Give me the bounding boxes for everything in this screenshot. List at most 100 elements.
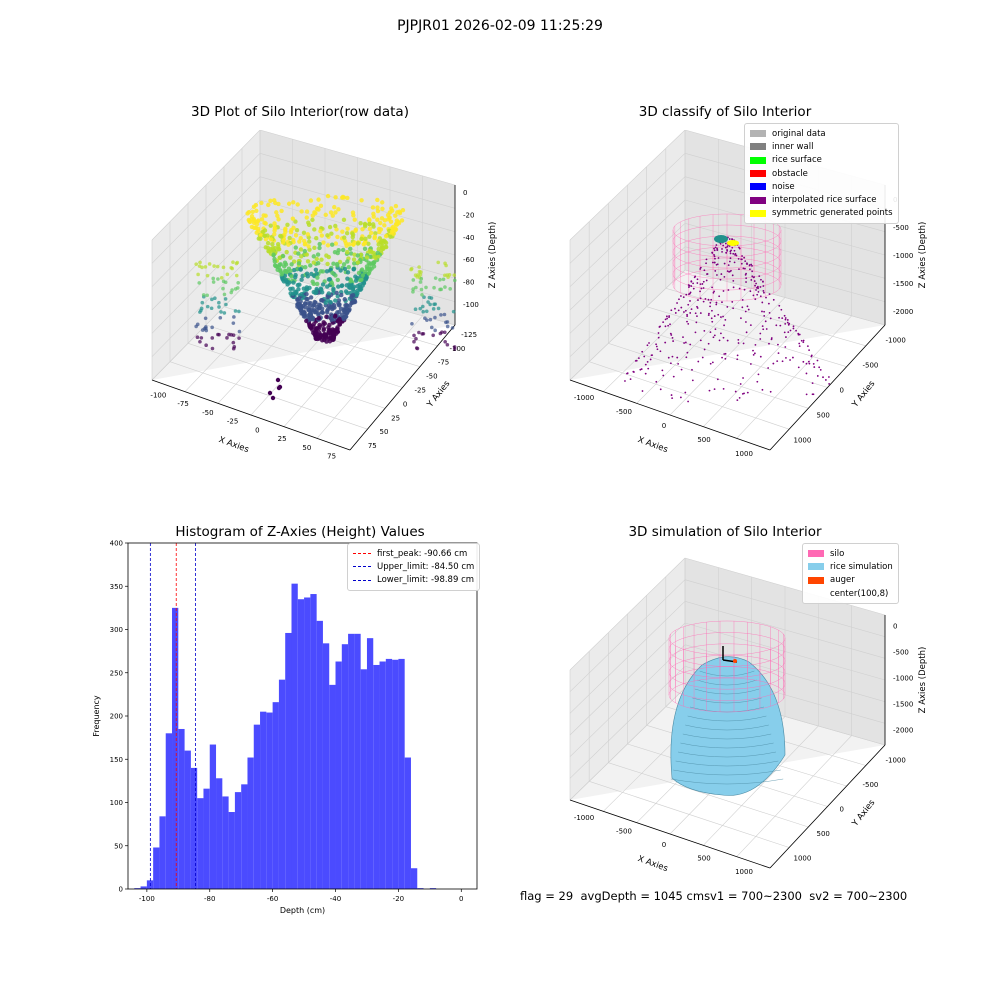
surface-point [784, 322, 787, 325]
data-point [372, 234, 378, 239]
data-point [262, 228, 268, 233]
legend-label: original data [772, 128, 826, 139]
data-point [330, 242, 335, 247]
data-point [303, 265, 308, 270]
data-point [375, 205, 380, 210]
data-point [444, 320, 448, 325]
data-point [317, 324, 322, 329]
data-point [359, 198, 364, 203]
surface-point [677, 309, 680, 312]
data-point [315, 275, 320, 280]
data-point [276, 385, 282, 391]
surface-point [716, 378, 719, 381]
data-point [362, 224, 368, 229]
z-tick-label: -1000 [893, 252, 913, 260]
data-point [360, 273, 366, 278]
surface-point [784, 346, 787, 348]
surface-point [709, 301, 712, 304]
surface-point [641, 390, 644, 392]
histogram-bar [272, 702, 279, 889]
surface-point [657, 332, 660, 334]
surface-point [644, 363, 647, 366]
surface-point [633, 371, 635, 373]
data-point [333, 223, 338, 229]
data-point [289, 274, 294, 279]
z-axis-label: Z Axies (Depth) [918, 222, 928, 289]
surface-point [699, 268, 702, 270]
histogram-bar [209, 744, 217, 889]
data-point [298, 267, 303, 272]
data-point [259, 200, 264, 206]
grid-line [569, 579, 686, 692]
data-point [432, 302, 436, 307]
data-point [263, 236, 269, 242]
y-tick-label: -100 [450, 345, 466, 353]
y-tick-label: 0 [403, 400, 407, 408]
data-point [211, 276, 216, 281]
histogram-bar [241, 784, 248, 889]
legend-swatch [750, 209, 766, 217]
data-point [293, 289, 298, 294]
data-point [443, 330, 447, 335]
histogram-bar [266, 712, 273, 889]
legend-item: interpolated rice surface [750, 193, 893, 206]
data-point [348, 279, 353, 284]
data-point [411, 287, 415, 291]
surface-point [723, 353, 726, 355]
data-point [362, 246, 368, 251]
x-tick-label: -60 [267, 895, 278, 903]
legend-swatch [750, 170, 766, 178]
status-sv2: sv2 = 700~2300 [809, 889, 908, 903]
data-point [195, 322, 200, 327]
surface-point [808, 349, 810, 351]
data-point [373, 231, 378, 236]
histogram-bar [253, 724, 261, 889]
surface-point [746, 305, 749, 308]
data-point [256, 228, 261, 234]
surface-point [737, 342, 740, 344]
surface-point [711, 286, 713, 289]
data-point [329, 280, 335, 286]
surface-point [690, 308, 693, 311]
data-point [335, 319, 341, 324]
surface-point [680, 295, 682, 297]
data-point [306, 244, 311, 249]
surface-point [661, 369, 664, 372]
surface-point [657, 336, 660, 339]
surface-point [757, 291, 760, 293]
data-point [427, 295, 432, 300]
histogram-bar [159, 816, 166, 889]
data-point [371, 214, 376, 219]
surface-point [763, 310, 766, 313]
data-point [308, 198, 314, 203]
surface-point [705, 258, 708, 261]
surface-point [768, 342, 770, 345]
data-point [333, 241, 339, 246]
data-point [327, 329, 332, 335]
surface-point [805, 372, 808, 375]
y-tick-label: -500 [863, 362, 879, 370]
data-point [315, 281, 320, 287]
data-point [442, 312, 447, 317]
data-point [298, 235, 303, 241]
data-point [443, 285, 447, 289]
surface-point [697, 299, 699, 301]
surface-point [672, 375, 675, 378]
data-point [262, 233, 268, 238]
y-tick-label: 250 [110, 669, 123, 677]
x-tick-label: -500 [616, 827, 632, 835]
data-point [251, 204, 257, 209]
data-point [297, 239, 302, 244]
grid-line [151, 130, 261, 241]
data-point [341, 247, 346, 253]
surface-point [725, 251, 728, 254]
data-point [376, 242, 381, 247]
data-point [328, 210, 334, 215]
surface-point [741, 306, 744, 309]
surface-point [779, 324, 782, 327]
data-point [418, 306, 423, 311]
rice-mesh-line [699, 670, 755, 677]
data-point [231, 260, 235, 264]
data-point [428, 302, 432, 307]
surface-point [726, 245, 729, 248]
